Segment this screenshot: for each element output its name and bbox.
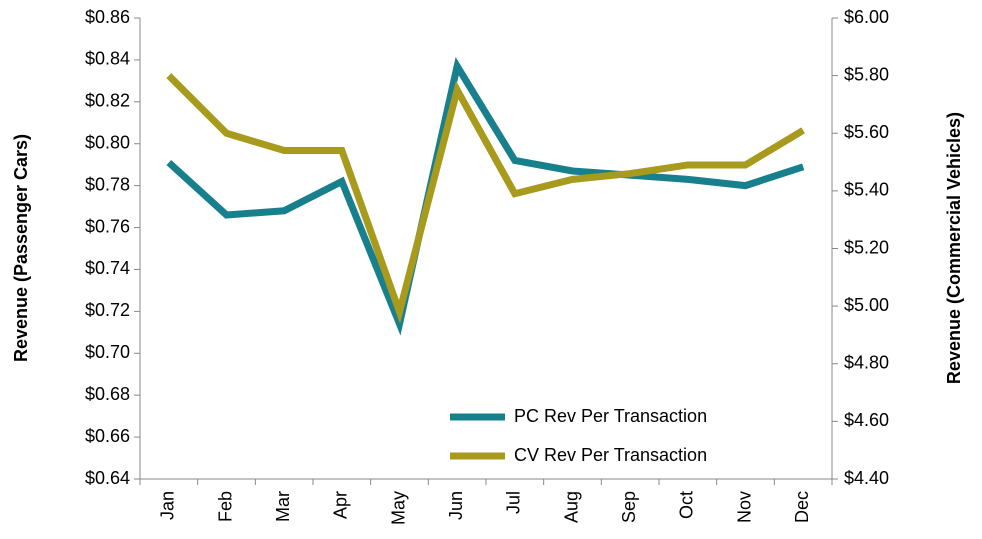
x-tick-label: Jun [446, 491, 466, 520]
series-line [166, 56, 805, 336]
x-tick-label: May [388, 491, 408, 525]
x-tick-label: Mar [273, 491, 293, 522]
y-tick-label: $0.78 [85, 174, 130, 194]
y-axis-label: Revenue (Passenger Cars) [11, 134, 31, 362]
y-tick-label: $0.66 [85, 426, 130, 446]
x-tick-label: Feb [215, 491, 235, 522]
y2-tick-label: $5.60 [844, 122, 889, 142]
y2-tick-label: $4.80 [844, 353, 889, 373]
x-tick-label: Oct [677, 491, 697, 519]
y2-tick-label: $5.40 [844, 180, 889, 200]
y-tick-label: $0.84 [85, 49, 130, 69]
y2-tick-label: $4.60 [844, 410, 889, 430]
y2-axis-label: Revenue (Commercial Vehicles) [944, 112, 964, 384]
x-tick-label: Jan [158, 491, 178, 520]
y-tick-label: $0.74 [85, 258, 130, 278]
x-tick-label: Aug [561, 491, 581, 523]
y-tick-label: $0.70 [85, 342, 130, 362]
y-tick-label: $0.64 [85, 468, 130, 488]
series-line [166, 73, 805, 324]
x-tick-label: Dec [792, 491, 812, 523]
y-tick-label: $0.82 [85, 91, 130, 111]
y2-tick-label: $5.20 [844, 237, 889, 257]
legend-label: CV Rev Per Transaction [514, 445, 707, 465]
y2-tick-label: $6.00 [844, 7, 889, 27]
x-tick-label: Apr [331, 491, 351, 519]
y-tick-label: $0.72 [85, 300, 130, 320]
x-tick-label: Nov [734, 491, 754, 523]
x-tick-label: Jul [504, 491, 524, 514]
y2-tick-label: $4.40 [844, 468, 889, 488]
y-tick-label: $0.86 [85, 7, 130, 27]
y2-tick-label: $5.00 [844, 295, 889, 315]
y2-tick-label: $5.80 [844, 64, 889, 84]
y-tick-label: $0.80 [85, 132, 130, 152]
x-tick-label: Sep [619, 491, 639, 523]
legend-label: PC Rev Per Transaction [514, 406, 707, 426]
y-tick-label: $0.76 [85, 216, 130, 236]
y-tick-label: $0.68 [85, 384, 130, 404]
